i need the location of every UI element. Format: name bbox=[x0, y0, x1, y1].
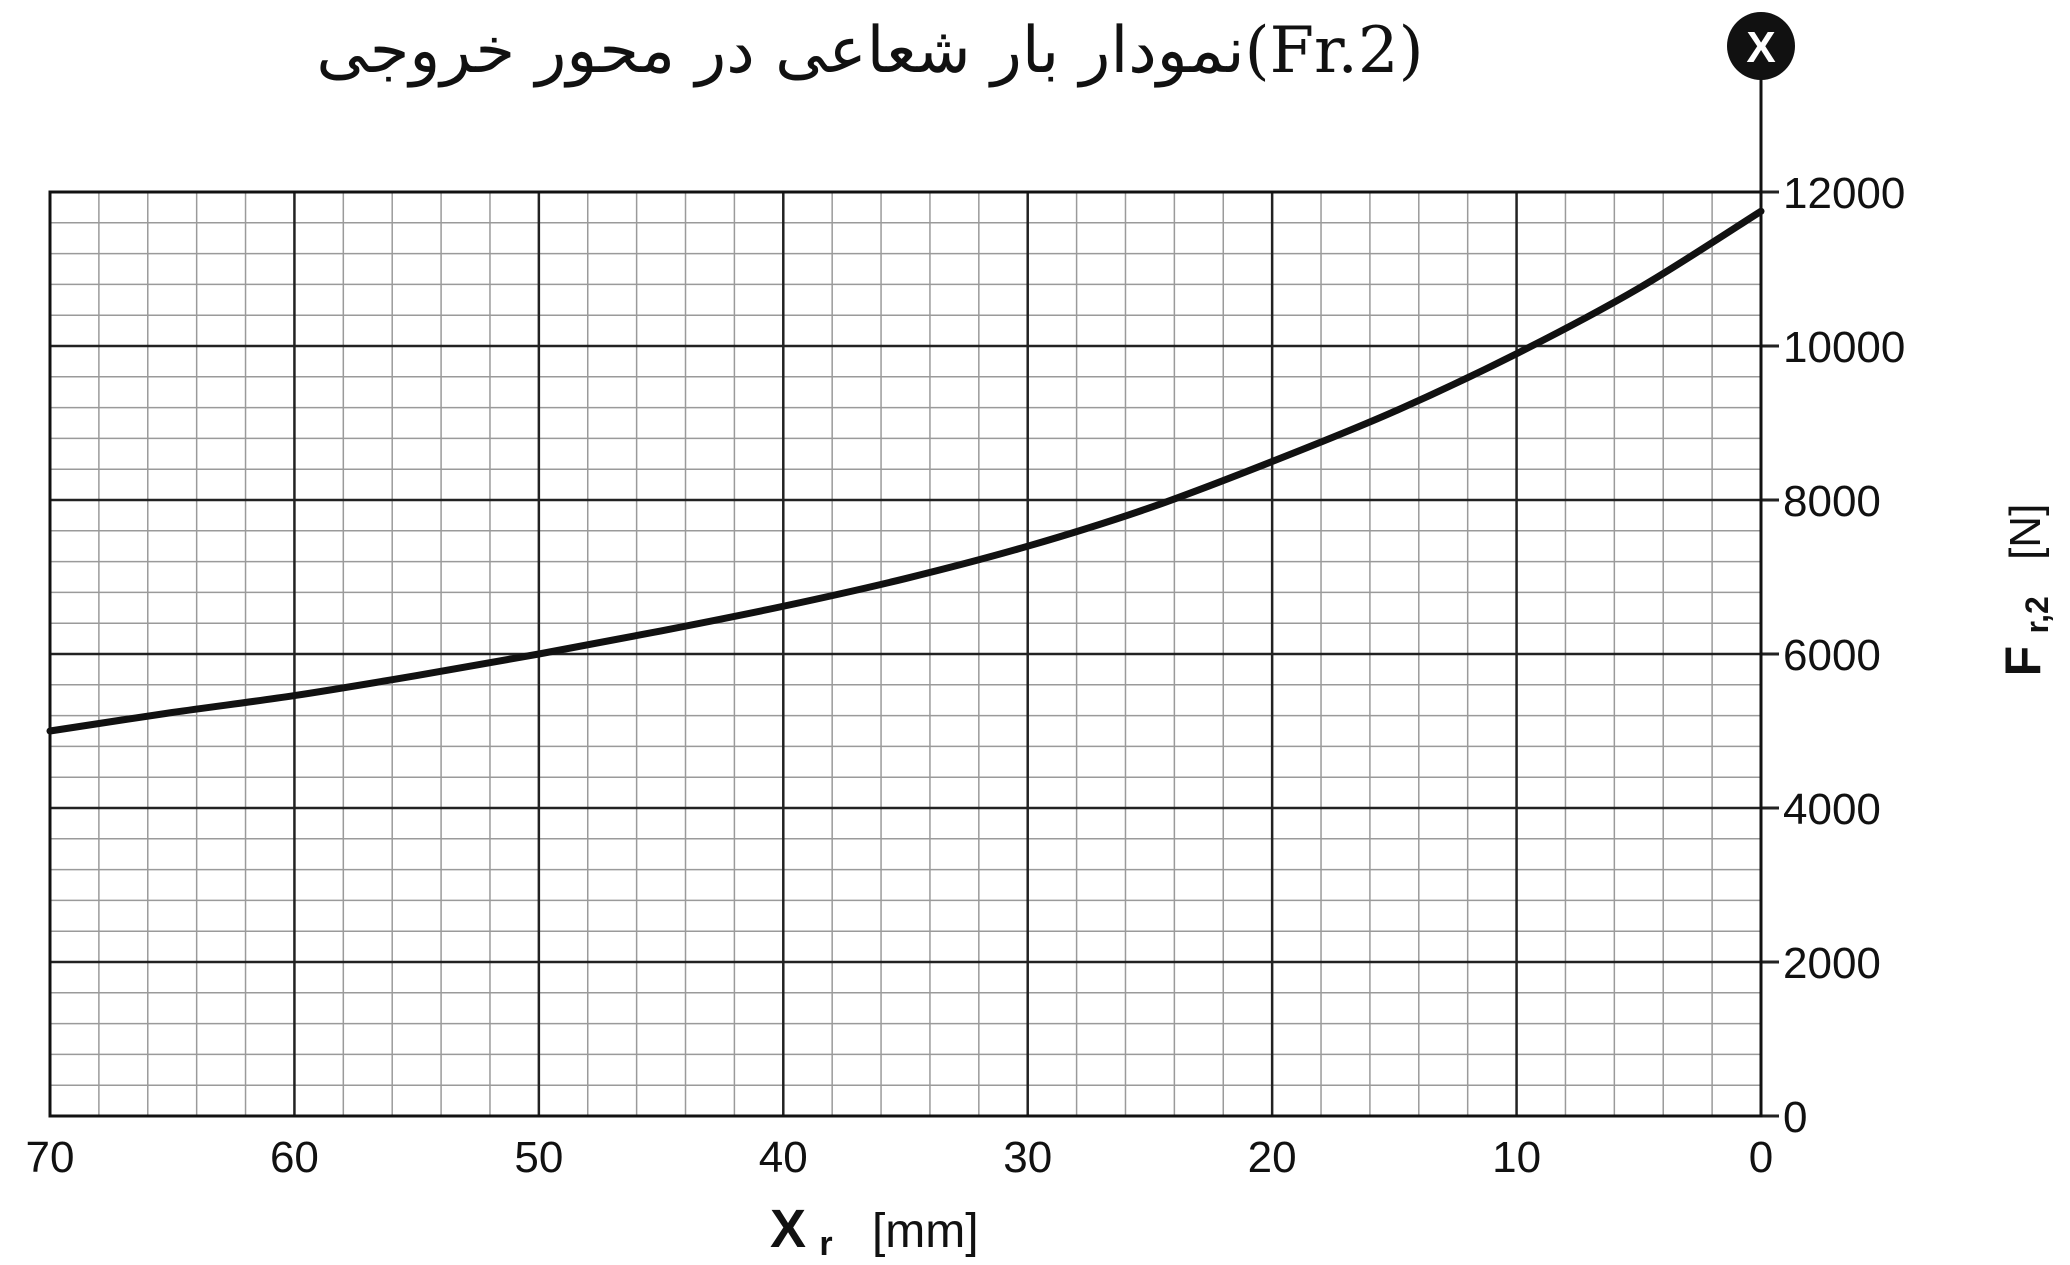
chart-title: نمودار بار شعاعی در محور خروجی(Fr.2) bbox=[316, 14, 1423, 88]
y-axis-label-main: F bbox=[1995, 646, 2051, 677]
y-tick-label: 6000 bbox=[1783, 631, 1881, 680]
y-tick-label: 10000 bbox=[1783, 323, 1905, 372]
axis-marker-circle bbox=[1727, 12, 1795, 80]
major-grid bbox=[48, 190, 1779, 1118]
x-tick-label: 30 bbox=[1003, 1133, 1052, 1182]
x-tick-label: 70 bbox=[26, 1133, 75, 1182]
y-axis-label-unit: [N] bbox=[2001, 504, 2050, 560]
y-tick-label: 0 bbox=[1783, 1093, 1807, 1142]
x-tick-label: 10 bbox=[1492, 1133, 1541, 1182]
chart-title-group: نمودار بار شعاعی در محور خروجی(Fr.2) bbox=[316, 14, 1423, 88]
x-tick-label: 40 bbox=[759, 1133, 808, 1182]
x-axis-label: X r [mm] bbox=[770, 1199, 979, 1265]
y-axis-label-group: F r,2 [N] bbox=[1995, 504, 2058, 677]
axis-marker-label: X bbox=[1746, 23, 1775, 72]
y-axis-label-sub: r,2 bbox=[2019, 596, 2055, 633]
y-tick-label: 8000 bbox=[1783, 477, 1881, 526]
y-axis-label: F r,2 [N] bbox=[1995, 504, 2058, 677]
plot-area bbox=[46, 190, 1779, 1118]
x-tick-label: 60 bbox=[270, 1133, 319, 1182]
y-axis: 0 2000 4000 6000 8000 10000 12000 F r,2 [N] bbox=[1759, 40, 2058, 1142]
y-tick-label: 2000 bbox=[1783, 939, 1881, 988]
x-axis-label-sub: r bbox=[819, 1225, 832, 1263]
y-tick-label: 4000 bbox=[1783, 785, 1881, 834]
x-axis-label-main: X bbox=[770, 1199, 806, 1259]
x-tick-labels: 70 60 50 40 30 20 10 0 bbox=[26, 1133, 1774, 1182]
series-curve bbox=[46, 207, 1765, 735]
x-tick-label: 50 bbox=[514, 1133, 563, 1182]
x-axis: 70 60 50 40 30 20 10 0 X r [mm] bbox=[26, 1133, 1774, 1265]
y-tick-labels: 0 2000 4000 6000 8000 10000 12000 bbox=[1783, 169, 1905, 1142]
x-tick-label: 20 bbox=[1248, 1133, 1297, 1182]
axis-marker: X bbox=[1727, 12, 1795, 80]
x-axis-label-unit: [mm] bbox=[872, 1205, 979, 1258]
y-tick-label: 12000 bbox=[1783, 169, 1905, 218]
x-tick-label: 0 bbox=[1749, 1133, 1773, 1182]
